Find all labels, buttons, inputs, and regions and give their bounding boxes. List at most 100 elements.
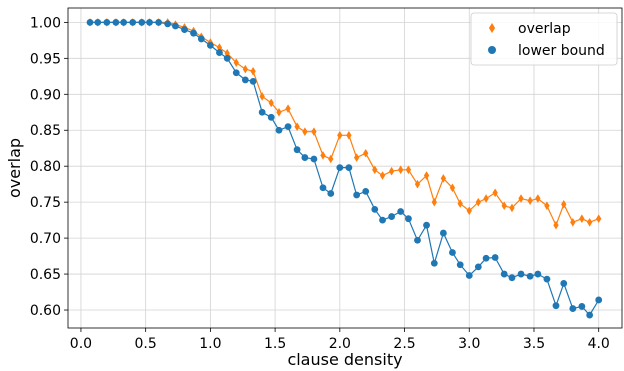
data-point [397,208,405,215]
data-point [544,201,550,211]
data-point [474,263,482,271]
data-point [405,215,412,223]
y-tick-label: 1.00 [30,15,61,31]
y-tick-label: 0.75 [30,195,61,211]
legend-marker [488,23,496,33]
data-point [285,104,291,113]
x-tick-label: 0.0 [70,336,92,352]
x-tick-label: 3.0 [458,336,480,352]
data-point [181,26,188,33]
data-point [475,197,481,207]
legend: overlap lower bound [470,12,618,66]
data-point [372,165,378,175]
data-point [466,206,472,216]
data-point [569,305,577,312]
data-point [457,199,463,208]
data-point [267,113,275,121]
data-point [388,213,395,220]
legend-label: overlap [518,21,571,37]
data-point [423,171,430,180]
data-point [579,214,585,223]
data-point [294,122,300,131]
data-point [553,220,559,230]
data-point [112,18,120,26]
data-point [353,191,361,199]
data-point [232,69,240,77]
data-point [327,190,335,197]
data-point [491,254,499,261]
series-layer [86,18,603,319]
y-tick-label: 0.60 [30,303,61,319]
data-point [449,183,456,193]
data-point [319,184,327,192]
data-point [586,217,593,227]
data-point [527,196,533,206]
legend-frame [470,12,618,66]
data-point [164,20,172,28]
legend-label: lower bound [518,43,605,59]
data-point [535,194,541,203]
data-point [586,311,594,319]
data-point [223,54,231,62]
data-point [483,194,489,203]
data-point [397,165,404,175]
data-point [517,270,525,278]
data-point [138,18,146,26]
data-point [440,174,447,183]
data-point [345,164,353,172]
data-point [284,123,292,131]
data-point [552,302,560,310]
data-point [241,76,249,84]
data-point [190,29,197,37]
data-point [233,58,239,67]
y-axis-label: overlap [5,138,24,198]
x-tick-label: 4.0 [588,336,610,352]
data-point [172,22,179,30]
data-point [456,261,464,269]
data-point [439,229,447,237]
data-point [337,130,343,140]
series-1 [86,18,603,319]
data-point [120,18,128,26]
data-point [86,18,94,26]
y-axis: 0.60 0.65 0.70 0.75 0.80 0.85 0.90 0.95 1.00 [30,15,68,319]
data-point [414,179,421,189]
data-point [371,205,379,213]
data-point [250,66,256,76]
data-point [578,303,586,310]
data-point [492,188,498,198]
data-point [258,108,266,116]
data-point [146,18,153,26]
data-point [197,35,205,43]
data-point [561,200,567,209]
x-tick-label: 1.0 [199,336,221,352]
data-point [414,236,421,244]
y-tick-label: 0.70 [30,231,61,247]
plot-frame [67,7,623,329]
data-point [596,214,602,223]
data-point [293,146,301,154]
data-point [275,126,283,134]
x-axis-label: clause density [287,350,402,369]
legend-marker [488,46,496,54]
data-point [595,296,603,304]
data-point [301,154,309,161]
data-point [431,197,437,207]
data-point [501,201,507,211]
data-point [526,272,534,280]
data-point [430,259,438,267]
x-tick-label: 0.5 [135,336,157,352]
data-point [311,127,317,136]
y-tick-label: 0.90 [30,87,61,103]
data-point [560,280,568,287]
data-point [449,249,456,256]
data-point [259,92,265,101]
x-axis: 0.0 0.5 1.0 1.5 2.0 2.5 3.0 3.5 4.0 [70,328,610,352]
data-point [534,270,542,278]
data-point [320,151,326,160]
data-point [353,153,360,162]
data-point [268,98,274,108]
data-point [242,64,248,74]
y-tick-label: 0.65 [30,267,61,283]
data-point [482,254,490,262]
